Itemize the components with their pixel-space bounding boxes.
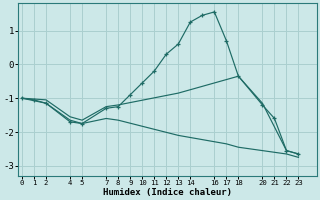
X-axis label: Humidex (Indice chaleur): Humidex (Indice chaleur) — [103, 188, 232, 197]
